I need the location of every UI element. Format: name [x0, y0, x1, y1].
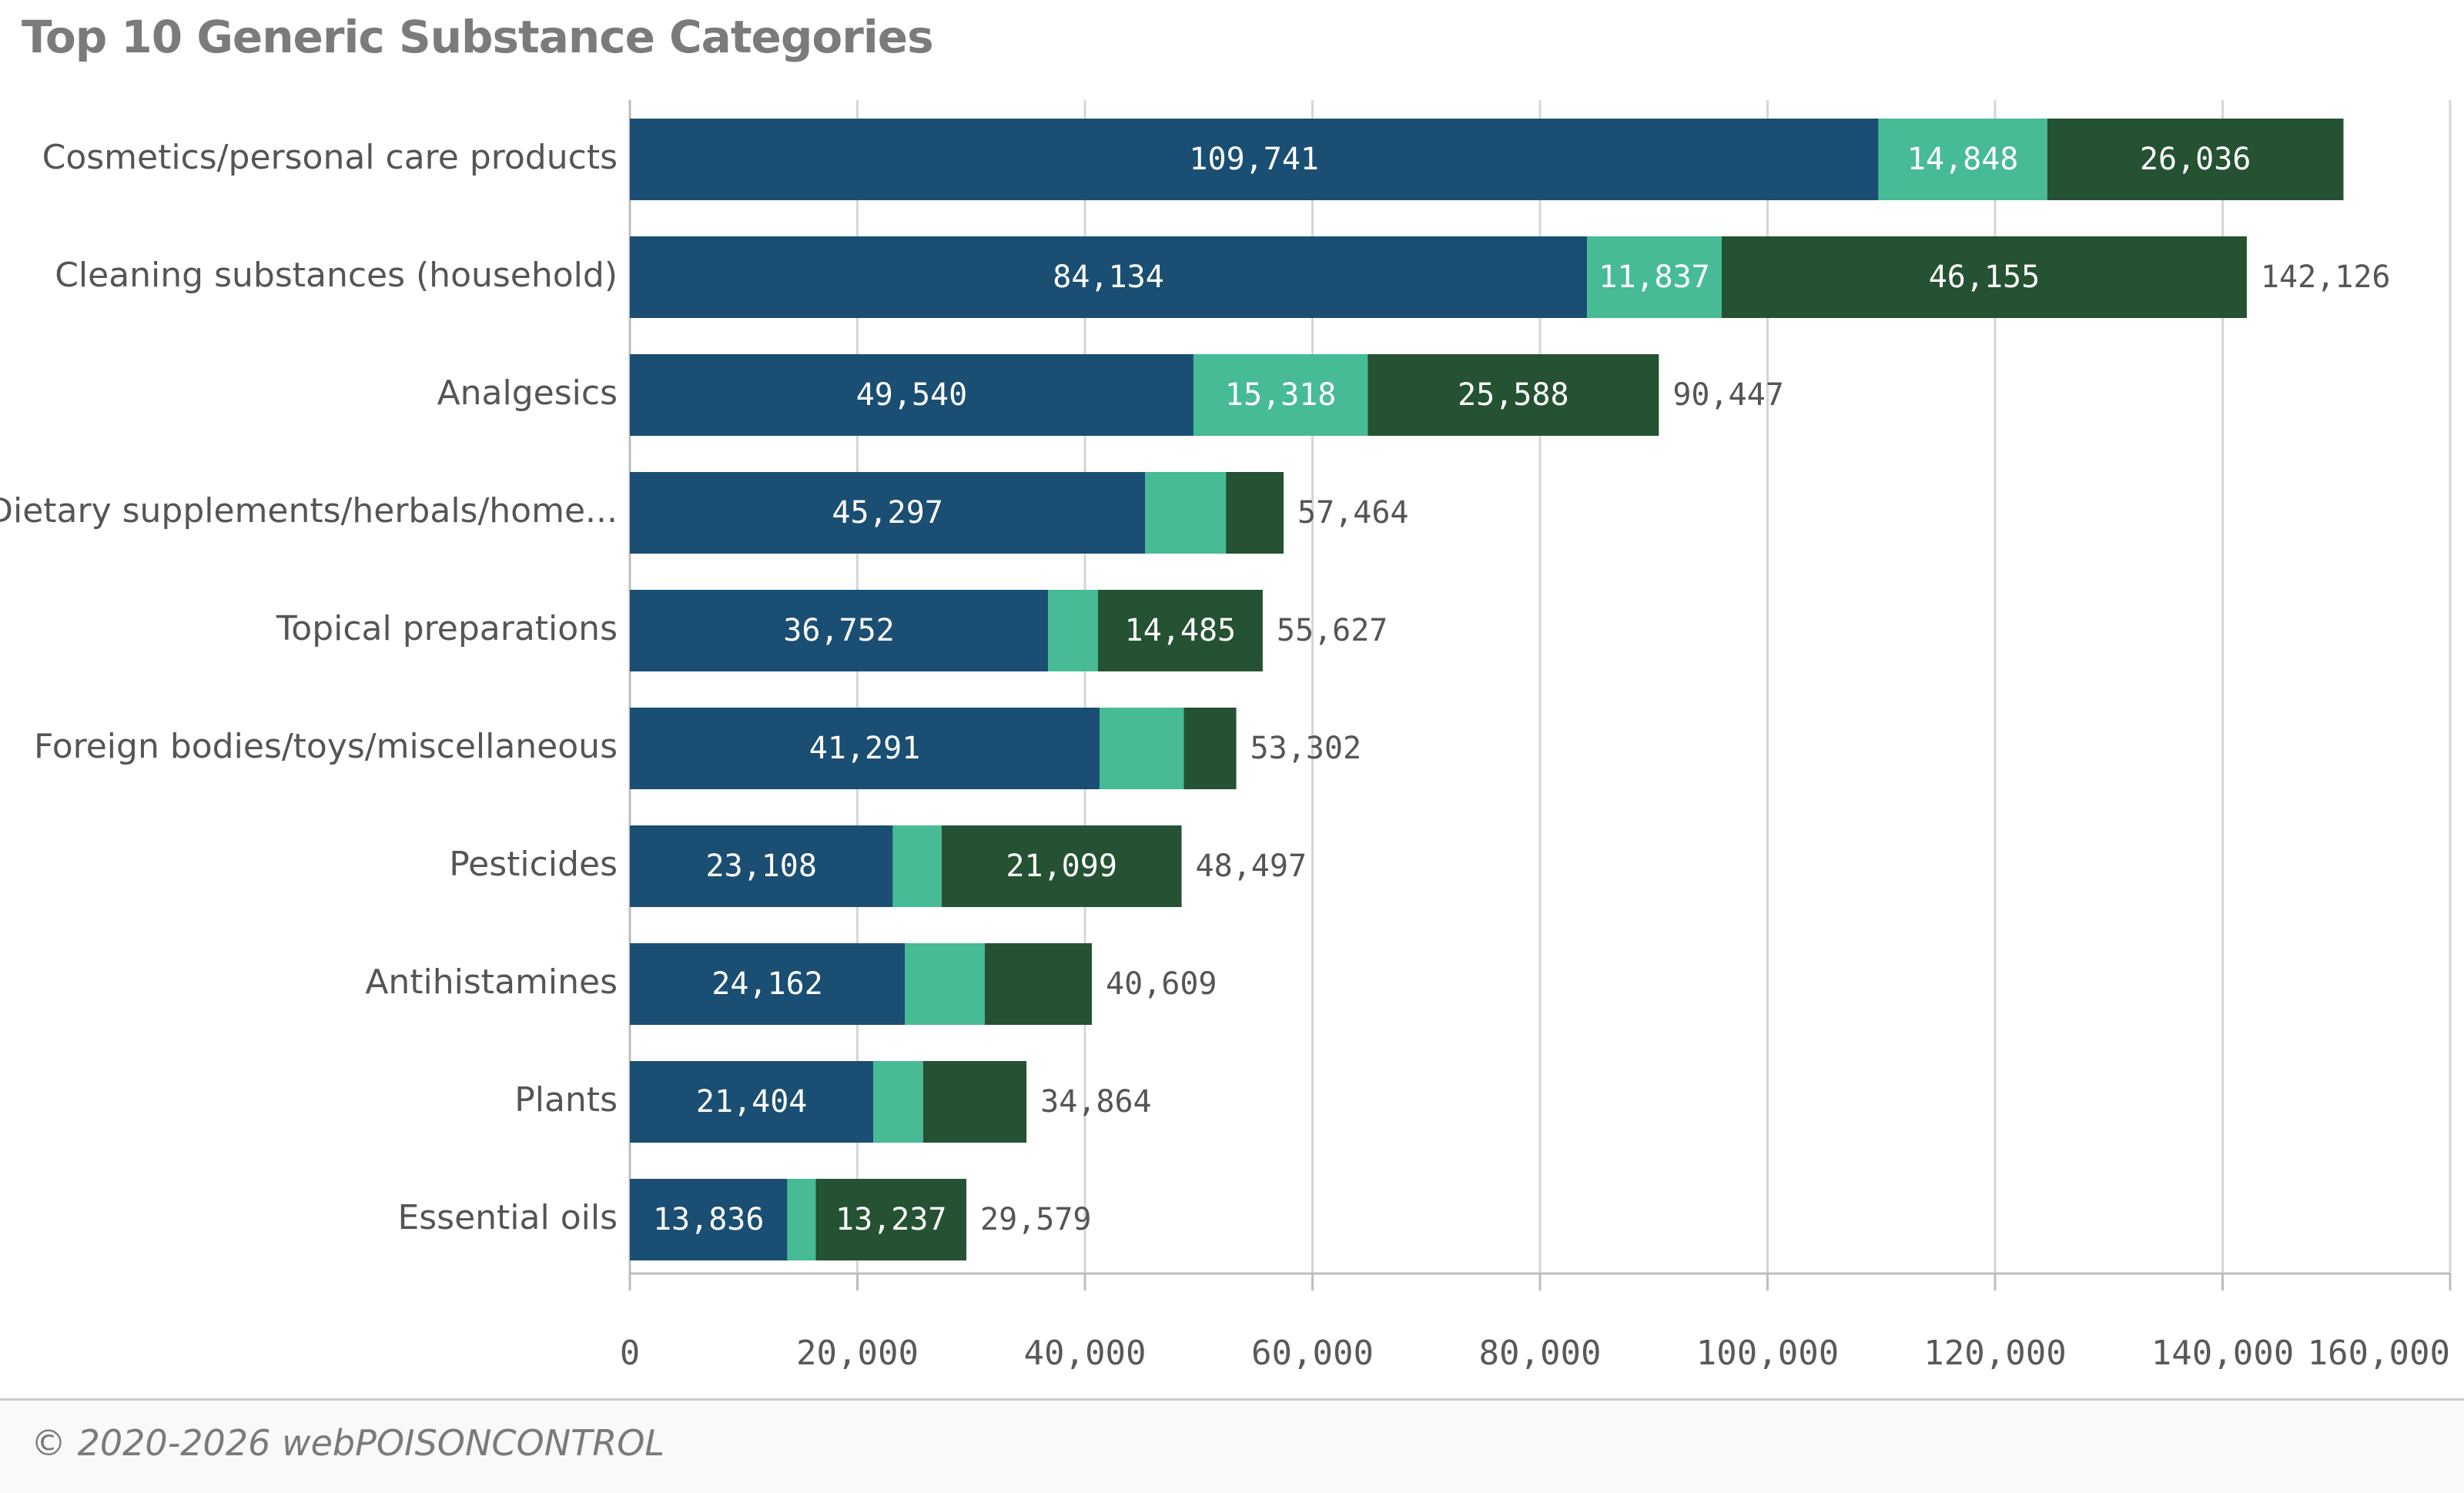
category-label: Cosmetics/personal care products	[42, 138, 618, 177]
x-tick-label: 160,000	[2308, 1334, 2450, 1373]
x-tick-label: 20,000	[796, 1334, 919, 1373]
bar-segment	[630, 1061, 874, 1143]
bar-segment	[630, 472, 1146, 554]
category-label: Foreign bodies/toys/miscellaneous	[34, 727, 618, 766]
total-label: 53,302	[1250, 731, 1362, 766]
total-label: 142,126	[2261, 259, 2391, 295]
bar-segment	[873, 1061, 923, 1143]
bar-segment	[1193, 354, 1368, 436]
bar-segment	[904, 943, 985, 1025]
data-label: 46,155	[1929, 259, 2040, 295]
stacked-bar-chart: 0 20,000 40,000 60,000 80,000 100,000 120,000 1…	[0, 100, 2452, 1373]
category-label: Essential oils	[397, 1198, 618, 1237]
bar-segment	[1226, 472, 1284, 554]
x-tick-label: 140,000	[2151, 1334, 2294, 1373]
bar-segment	[630, 825, 893, 907]
bar-segment	[630, 590, 1049, 671]
copyright-text: © 2020-2026 webPOISONCONTROL	[31, 1422, 665, 1464]
data-label: 109,741	[1189, 142, 1319, 177]
data-label: 23,108	[705, 849, 817, 884]
data-label: 13,836	[653, 1202, 765, 1237]
x-tick-label: 80,000	[1479, 1334, 1602, 1373]
x-tick-label: 60,000	[1251, 1334, 1374, 1373]
category-label: Analgesics	[437, 373, 618, 413]
total-label: 29,579	[980, 1202, 1092, 1237]
x-tick-label: 100,000	[1696, 1334, 1839, 1373]
bar-segment	[630, 354, 1194, 436]
footer: © 2020-2026 webPOISONCONTROL	[0, 1398, 2464, 1493]
bar-segment	[984, 943, 1092, 1025]
total-label: 55,627	[1277, 613, 1388, 648]
bar-segment	[630, 1179, 788, 1260]
bar-segment	[922, 1061, 1027, 1143]
bar-segment	[1368, 354, 1659, 436]
category-label: Pesticides	[449, 845, 618, 884]
data-label: 21,404	[696, 1084, 808, 1120]
data-label: 49,540	[856, 377, 968, 413]
bar-segment	[1097, 590, 1263, 671]
bar-segment	[2047, 119, 2344, 200]
bar-segment	[1587, 236, 1722, 318]
data-label: 14,485	[1125, 613, 1237, 648]
bar-segment	[941, 825, 1182, 907]
total-label: 57,464	[1297, 495, 1409, 531]
total-label: 34,864	[1040, 1084, 1152, 1120]
data-label: 41,291	[809, 731, 921, 766]
data-label: 36,752	[783, 613, 895, 648]
bar-segment	[787, 1179, 816, 1260]
data-label: 25,588	[1458, 377, 1569, 413]
category-label: Topical preparations	[276, 609, 618, 648]
data-label: 15,318	[1225, 377, 1337, 413]
total-label: 40,609	[1106, 966, 1217, 1002]
bar-segment	[630, 708, 1100, 789]
category-label: Plants	[514, 1080, 618, 1120]
total-label: 48,497	[1196, 849, 1307, 884]
category-label: Antihistamines	[365, 962, 618, 1002]
bar-segment	[1100, 708, 1184, 789]
data-label: 11,837	[1599, 259, 1710, 295]
bar-segment	[1048, 590, 1098, 671]
x-tick-label: 0	[620, 1334, 641, 1373]
data-label: 24,162	[711, 966, 823, 1002]
category-label: Cleaning substances (household)	[55, 256, 618, 295]
data-label: 84,134	[1053, 259, 1164, 295]
bar-segment	[1183, 708, 1237, 789]
total-label: 90,447	[1672, 377, 1784, 413]
bar-segment	[1878, 119, 2047, 200]
bar-segment	[630, 119, 1879, 200]
data-label: 13,237	[835, 1202, 947, 1237]
data-label: 26,036	[2140, 142, 2251, 177]
bar-segment	[630, 943, 905, 1025]
x-tick-label: 40,000	[1024, 1334, 1147, 1373]
x-tick-label: 120,000	[1923, 1334, 2066, 1373]
bar-segment	[892, 825, 942, 907]
bar-segment	[1145, 472, 1227, 554]
chart-title: Top 10 Generic Substance Categories	[22, 11, 934, 63]
data-label: 21,099	[1006, 849, 1117, 884]
bar-segment	[815, 1179, 967, 1260]
category-label: Dietary supplements/herbals/home...	[0, 491, 618, 531]
bar-segment	[1721, 236, 2247, 318]
bar-segment	[630, 236, 1588, 318]
data-label: 45,297	[832, 495, 943, 531]
data-label: 14,848	[1907, 142, 2019, 177]
